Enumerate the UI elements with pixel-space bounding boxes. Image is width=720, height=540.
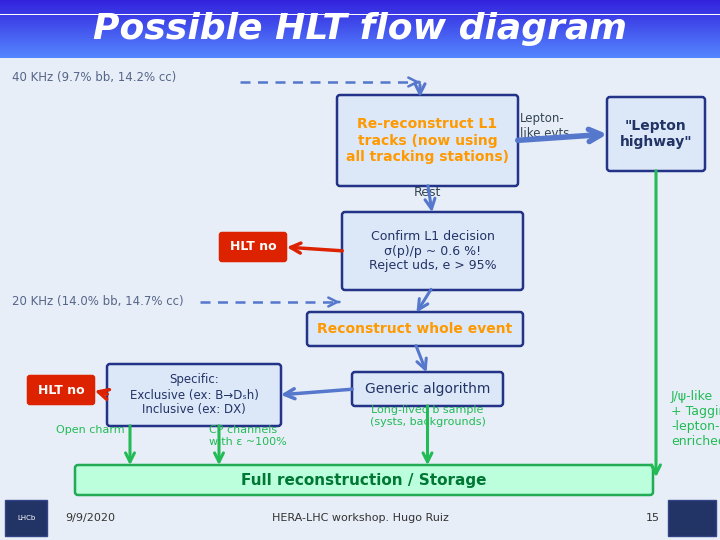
- Text: Generic algorithm: Generic algorithm: [365, 382, 490, 396]
- Text: Long-lived b sample
(systs, backgrounds): Long-lived b sample (systs, backgrounds): [369, 405, 485, 427]
- Text: HLT no: HLT no: [37, 383, 84, 396]
- FancyBboxPatch shape: [220, 233, 286, 261]
- Bar: [0, 42, 720, 43]
- Bar: [0, 12, 720, 13]
- Text: J/ψ-like
+ Tagging
-lepton-
enriched: J/ψ-like + Tagging -lepton- enriched: [671, 390, 720, 448]
- Bar: [0, 44, 720, 45]
- Bar: [0, 48, 720, 49]
- Text: Specific:
Exclusive (ex: B→Dₛh)
Inclusive (ex: DX): Specific: Exclusive (ex: B→Dₛh) Inclusiv…: [130, 374, 258, 416]
- Bar: [0, 31, 720, 32]
- Bar: [0, 55, 720, 56]
- Bar: [0, 5, 720, 6]
- Bar: [0, 34, 720, 35]
- Text: Lepton-
like evts: Lepton- like evts: [520, 112, 570, 140]
- Bar: [0, 9, 720, 10]
- Bar: [0, 4, 720, 5]
- FancyBboxPatch shape: [28, 376, 94, 404]
- FancyBboxPatch shape: [607, 97, 705, 171]
- Bar: [0, 7, 720, 8]
- Text: Rest: Rest: [414, 186, 441, 199]
- Bar: [0, 39, 720, 40]
- Bar: [0, 0, 720, 1]
- Bar: [0, 38, 720, 39]
- Bar: [0, 25, 720, 26]
- Text: Full reconstruction / Storage: Full reconstruction / Storage: [241, 472, 487, 488]
- Text: "Lepton
highway": "Lepton highway": [620, 119, 693, 149]
- Bar: [0, 33, 720, 34]
- Bar: [0, 40, 720, 41]
- Bar: [0, 37, 720, 38]
- Bar: [0, 45, 720, 46]
- Bar: [0, 36, 720, 37]
- Text: Confirm L1 decision
σ(p)/p ~ 0.6 %!
Reject uds, e > 95%: Confirm L1 decision σ(p)/p ~ 0.6 %! Reje…: [369, 230, 496, 273]
- Bar: [668, 500, 716, 536]
- Bar: [0, 35, 720, 36]
- Text: HERA-LHC workshop. Hugo Ruiz: HERA-LHC workshop. Hugo Ruiz: [271, 513, 449, 523]
- Text: 40 KHz (9.7% bb, 14.2% cc): 40 KHz (9.7% bb, 14.2% cc): [12, 71, 176, 84]
- Bar: [0, 58, 720, 540]
- Text: CP channels
with ε ~100%: CP channels with ε ~100%: [209, 425, 287, 447]
- Bar: [0, 50, 720, 51]
- Text: Re-reconstruct L1
tracks (now using
all tracking stations): Re-reconstruct L1 tracks (now using all …: [346, 117, 509, 164]
- Text: 20 KHz (14.0% bb, 14.7% cc): 20 KHz (14.0% bb, 14.7% cc): [12, 295, 184, 308]
- Text: HLT no: HLT no: [230, 240, 276, 253]
- Bar: [0, 11, 720, 12]
- Bar: [0, 56, 720, 57]
- Bar: [0, 19, 720, 20]
- Bar: [0, 49, 720, 50]
- Bar: [0, 6, 720, 7]
- FancyBboxPatch shape: [75, 465, 653, 495]
- Bar: [0, 47, 720, 48]
- FancyBboxPatch shape: [107, 364, 281, 426]
- Bar: [0, 8, 720, 9]
- Bar: [0, 28, 720, 29]
- Bar: [0, 21, 720, 22]
- FancyBboxPatch shape: [337, 95, 518, 186]
- Bar: [0, 43, 720, 44]
- Bar: [0, 17, 720, 18]
- Bar: [0, 16, 720, 17]
- Bar: [0, 24, 720, 25]
- Bar: [0, 18, 720, 19]
- Text: LHCb: LHCb: [17, 515, 35, 521]
- Text: Possible HLT flow diagram: Possible HLT flow diagram: [93, 12, 627, 46]
- Bar: [0, 15, 720, 16]
- Bar: [0, 41, 720, 42]
- Bar: [0, 30, 720, 31]
- Bar: [0, 54, 720, 55]
- Bar: [0, 26, 720, 27]
- Text: 15: 15: [646, 513, 660, 523]
- Bar: [0, 2, 720, 3]
- FancyBboxPatch shape: [352, 372, 503, 406]
- Bar: [0, 57, 720, 58]
- Bar: [0, 46, 720, 47]
- Bar: [0, 51, 720, 52]
- Bar: [0, 14, 720, 15]
- Text: Reconstruct whole event: Reconstruct whole event: [318, 322, 513, 336]
- Bar: [0, 10, 720, 11]
- Bar: [5, 500, 47, 536]
- Bar: [0, 29, 720, 30]
- Bar: [0, 27, 720, 28]
- Bar: [0, 13, 720, 14]
- FancyBboxPatch shape: [342, 212, 523, 290]
- Bar: [0, 23, 720, 24]
- Bar: [0, 20, 720, 21]
- Bar: [0, 32, 720, 33]
- Text: Open charm: Open charm: [56, 425, 125, 435]
- Bar: [0, 53, 720, 54]
- Bar: [0, 1, 720, 2]
- FancyBboxPatch shape: [307, 312, 523, 346]
- Text: 9/9/2020: 9/9/2020: [65, 513, 115, 523]
- Bar: [0, 52, 720, 53]
- Bar: [0, 22, 720, 23]
- Bar: [0, 3, 720, 4]
